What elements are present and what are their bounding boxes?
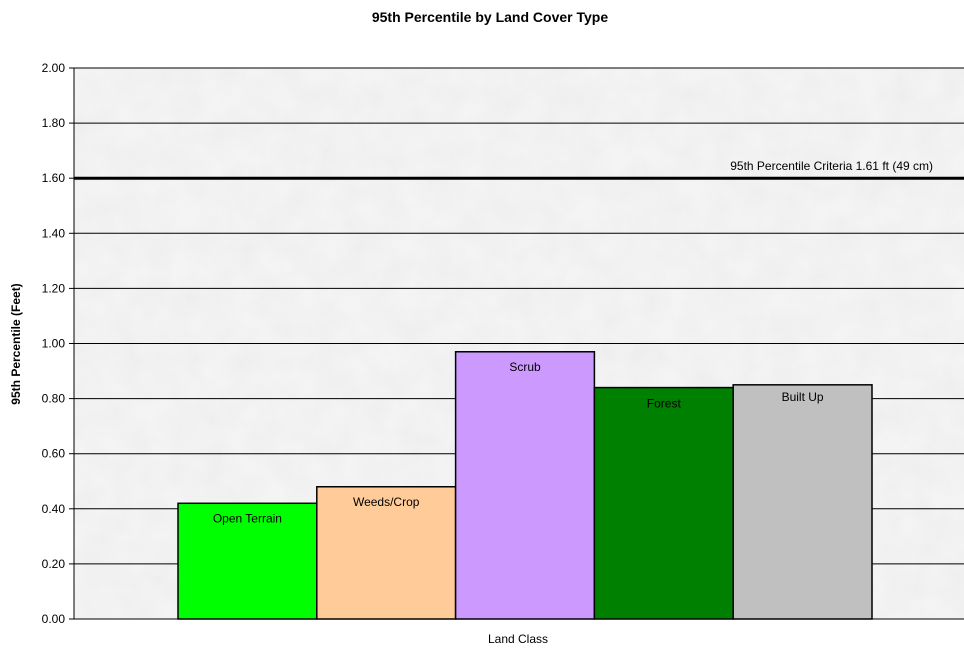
bar-scrub	[454, 351, 596, 620]
bar-label: Forest	[647, 397, 682, 411]
y-axis-title: 95th Percentile (Feet)	[9, 283, 23, 404]
bar-label: Scrub	[509, 360, 541, 374]
y-tick-label: 0.40	[42, 502, 66, 516]
y-tick-label: 1.20	[42, 281, 66, 295]
y-tick-label: 0.00	[42, 612, 66, 626]
bar-labels: Open Terrain Weeds/Crop Scrub Forest Built U…	[213, 360, 824, 526]
chart-title: 95th Percentile by Land Cover Type	[372, 9, 608, 25]
bar-weeds-crop	[316, 486, 457, 620]
bar-built-up	[732, 384, 873, 620]
bar-label: Open Terrain	[213, 511, 282, 525]
reference-line-label: 95th Percentile Criteria 1.61 ft (49 cm)	[730, 159, 933, 173]
bar-label: Weeds/Crop	[353, 495, 420, 509]
y-tick-label: 0.80	[42, 392, 66, 406]
bar-label: Built Up	[782, 390, 824, 404]
y-tick-label: 1.80	[42, 116, 66, 130]
bar-forest	[593, 386, 734, 620]
y-tick-label: 2.00	[42, 61, 66, 75]
y-tick-label: 0.60	[42, 447, 66, 461]
y-tick-label: 1.60	[42, 171, 66, 185]
y-tick-label: 1.00	[42, 337, 66, 351]
bars	[177, 351, 873, 620]
y-tick-label: 1.40	[42, 226, 66, 240]
y-axis-ticks: 0.00 0.20 0.40 0.60 0.80 1.00 1.20 1.40 1.60 1.80…	[42, 61, 74, 626]
y-tick-label: 0.20	[42, 557, 66, 571]
x-axis-title: Land Class	[488, 632, 548, 646]
